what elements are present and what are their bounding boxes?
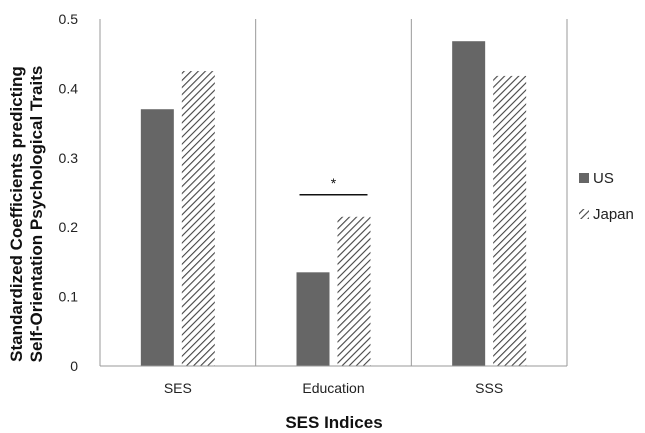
y-tick-label: 0	[70, 358, 78, 374]
legend-swatch-us	[579, 173, 589, 183]
x-axis-ticks: SES Education SSS	[164, 380, 503, 396]
y-tick-label: 0.2	[59, 219, 79, 235]
x-tick-label: SSS	[475, 380, 503, 396]
bar-japan-sss	[493, 75, 527, 367]
y-axis-ticks: 0 0.1 0.2 0.3 0.4 0.5	[59, 11, 79, 374]
y-axis-label-line-1: Standardized Coefficients predicting	[7, 66, 26, 362]
x-axis-label: SES Indices	[285, 413, 382, 432]
legend-label-us: US	[593, 170, 614, 187]
bar-japan-education	[337, 216, 371, 366]
bar-us-sss	[452, 41, 486, 366]
bars	[140, 41, 527, 367]
x-tick-label: SES	[164, 380, 192, 396]
y-tick-label: 0.5	[59, 11, 79, 27]
bar-us-ses	[140, 109, 174, 366]
y-tick-label: 0.4	[59, 80, 79, 96]
annotations: *	[299, 175, 368, 196]
legend-label-japan: Japan	[593, 206, 634, 223]
category-separators	[99, 19, 568, 366]
x-tick-label: Education	[302, 380, 364, 396]
bar-us-education	[296, 272, 330, 366]
y-tick-label: 0.1	[59, 289, 79, 305]
y-axis-label: Standardized Coefficients predicting Sel…	[7, 66, 46, 363]
significance-marker: *	[331, 175, 337, 191]
bar-japan-ses	[181, 71, 215, 367]
legend: US Japan	[579, 170, 634, 223]
y-axis-label-line-2: Self-Orientation Psychological Traits	[27, 66, 46, 363]
legend-swatch-japan	[579, 209, 589, 219]
y-tick-label: 0.3	[59, 150, 79, 166]
